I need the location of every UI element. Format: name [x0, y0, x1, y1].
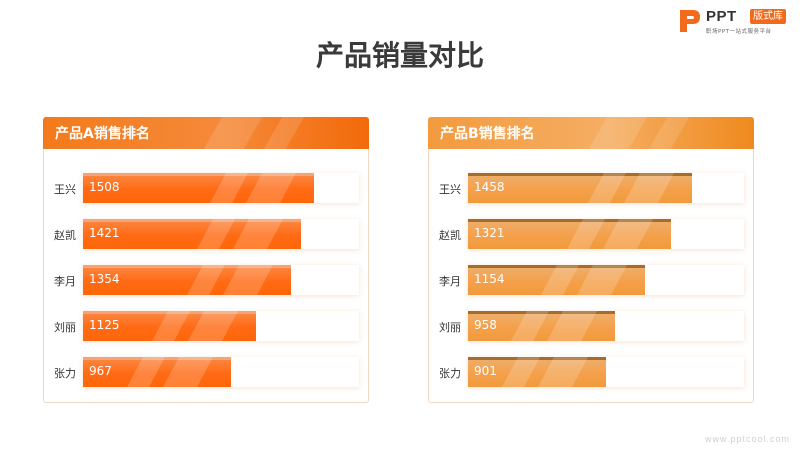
bar-track: 967	[83, 357, 359, 387]
chart-title-a: 产品A销售排名	[55, 126, 150, 142]
bar-track: 1458	[468, 173, 744, 203]
category-label: 张力	[54, 367, 76, 380]
logo-text: PPT	[706, 8, 737, 25]
logo-badge: 版式库	[750, 9, 786, 24]
panel-header-a: 产品A销售排名	[43, 117, 369, 149]
bar-row: 李月 1154	[429, 265, 753, 295]
bar-value-label: 967	[89, 364, 112, 378]
bar-value-label: 1125	[89, 318, 120, 332]
bar-row: 王兴 1458	[429, 173, 753, 203]
bar-track: 958	[468, 311, 744, 341]
page-title: 产品销量对比	[315, 39, 484, 72]
bar-track: 1354	[83, 265, 359, 295]
panel-header-b: 产品B销售排名	[428, 117, 754, 149]
bar-b-3: 1154	[468, 265, 645, 295]
bar-a-2: 1421	[83, 219, 301, 249]
category-label: 刘丽	[439, 321, 461, 334]
bar-row: 刘丽 958	[429, 311, 753, 341]
category-label: 李月	[439, 275, 461, 288]
category-label: 李月	[54, 275, 76, 288]
category-label: 刘丽	[54, 321, 76, 334]
category-label: 王兴	[439, 183, 461, 196]
chart-panel-b: 产品B销售排名 王兴 1458 赵凯 1321 李月 1154 刘丽 958 张力 901	[428, 117, 754, 403]
category-label: 赵凯	[439, 229, 461, 242]
bar-track: 1125	[83, 311, 359, 341]
bar-row: 赵凯 1421	[44, 219, 368, 249]
bar-value-label: 1508	[89, 180, 120, 194]
bar-value-label: 1321	[474, 226, 505, 240]
bar-value-label: 1421	[89, 226, 120, 240]
bar-value-label: 958	[474, 318, 497, 332]
chart-panel-a: 产品A销售排名 王兴 1508 赵凯 1421 李月 1354 刘丽 1125 张力 967	[43, 117, 369, 403]
bar-row: 刘丽 1125	[44, 311, 368, 341]
bar-b-2: 1321	[468, 219, 671, 249]
bar-b-4: 958	[468, 311, 615, 341]
category-label: 赵凯	[54, 229, 76, 242]
bar-track: 1508	[83, 173, 359, 203]
bar-row: 张力 967	[44, 357, 368, 387]
category-label: 王兴	[54, 183, 76, 196]
bar-a-5: 967	[83, 357, 231, 387]
bar-row: 张力 901	[429, 357, 753, 387]
bar-row: 赵凯 1321	[429, 219, 753, 249]
bar-track: 1321	[468, 219, 744, 249]
bar-value-label: 1154	[474, 272, 505, 286]
category-label: 张力	[439, 367, 461, 380]
bar-value-label: 901	[474, 364, 497, 378]
bar-a-4: 1125	[83, 311, 256, 341]
bar-b-5: 901	[468, 357, 606, 387]
bar-b-1: 1458	[468, 173, 692, 203]
bar-a-1: 1508	[83, 173, 314, 203]
bar-track: 901	[468, 357, 744, 387]
bar-value-label: 1458	[474, 180, 505, 194]
bar-value-label: 1354	[89, 272, 120, 286]
logo-subtitle: 职场PPT一站式服务平台	[706, 29, 772, 35]
bar-track: 1421	[83, 219, 359, 249]
bar-track: 1154	[468, 265, 744, 295]
bar-row: 李月 1354	[44, 265, 368, 295]
ppt-logo-icon	[680, 10, 700, 32]
brand-logo: PPT 版式库 职场PPT一站式服务平台	[678, 8, 794, 36]
bar-a-3: 1354	[83, 265, 291, 295]
bar-row: 王兴 1508	[44, 173, 368, 203]
chart-title-b: 产品B销售排名	[440, 126, 535, 142]
watermark: www.pptcool.com	[704, 434, 790, 444]
